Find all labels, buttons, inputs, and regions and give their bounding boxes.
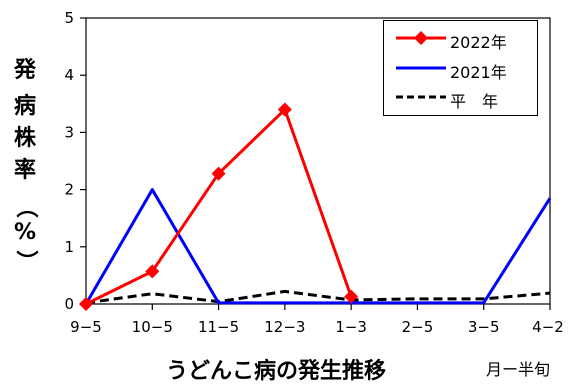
data-point <box>145 264 160 279</box>
x-axis-unit: 月ー半旬 <box>486 360 551 379</box>
legend-item-average: 平 年 <box>384 86 537 111</box>
x-tick-label: 10−5 <box>132 318 173 336</box>
legend-swatch-2021 <box>396 66 446 70</box>
y-axis-label-char: 病 <box>13 94 36 119</box>
x-tick-label: 3−5 <box>468 318 500 336</box>
y-axis-label-char: % <box>13 220 37 245</box>
legend-label-2022: 2022年 <box>450 33 507 52</box>
data-point <box>211 166 226 181</box>
data-point <box>79 297 93 311</box>
y-axis-label-char: ） <box>13 249 38 272</box>
legend-item-2022: 2022年 <box>384 27 537 52</box>
y-tick-label: 2 <box>64 181 74 199</box>
y-tick-label: 0 <box>64 295 74 313</box>
series-line-0 <box>85 108 353 306</box>
y-axis-label-char: 率 <box>13 158 36 183</box>
legend-label-average: 平 年 <box>450 92 499 111</box>
series-line-1 <box>84 188 552 305</box>
y-axis-label-char: 発 <box>13 58 36 83</box>
legend-swatch-2022 <box>396 31 446 45</box>
y-tick-label: 1 <box>64 238 74 256</box>
x-tick-label: 2−5 <box>402 318 434 336</box>
y-axis-label-char: （ <box>13 195 38 218</box>
legend-item-2021: 2021年 <box>384 57 537 82</box>
y-tick-label: 3 <box>64 123 74 141</box>
x-tick-label: 4−2 <box>532 318 564 336</box>
legend-label-2021: 2021年 <box>450 63 507 82</box>
series-line-2 <box>85 289 551 305</box>
legend-swatch-average <box>396 95 446 99</box>
y-tick-label: 4 <box>64 66 74 84</box>
legend: 2022年 2021年 平 年 <box>383 20 538 116</box>
x-tick-label: 9−5 <box>70 318 102 336</box>
x-axis-label: うどんこ病の発生推移 <box>166 359 387 384</box>
y-tick-label: 5 <box>64 9 74 27</box>
x-tick-label: 12−3 <box>264 318 305 336</box>
y-axis-label-char: 株 <box>13 126 36 151</box>
x-tick-label: 11−5 <box>198 318 239 336</box>
data-point <box>344 289 359 304</box>
series-layer <box>79 102 552 311</box>
x-axis: 9−5 10−5 11−5 12−3 1−3 2−5 3−5 4−2 <box>70 304 564 336</box>
data-point <box>277 102 292 117</box>
x-tick-label: 1−3 <box>335 318 367 336</box>
y-axis: 0 1 2 3 4 5 <box>64 9 86 313</box>
